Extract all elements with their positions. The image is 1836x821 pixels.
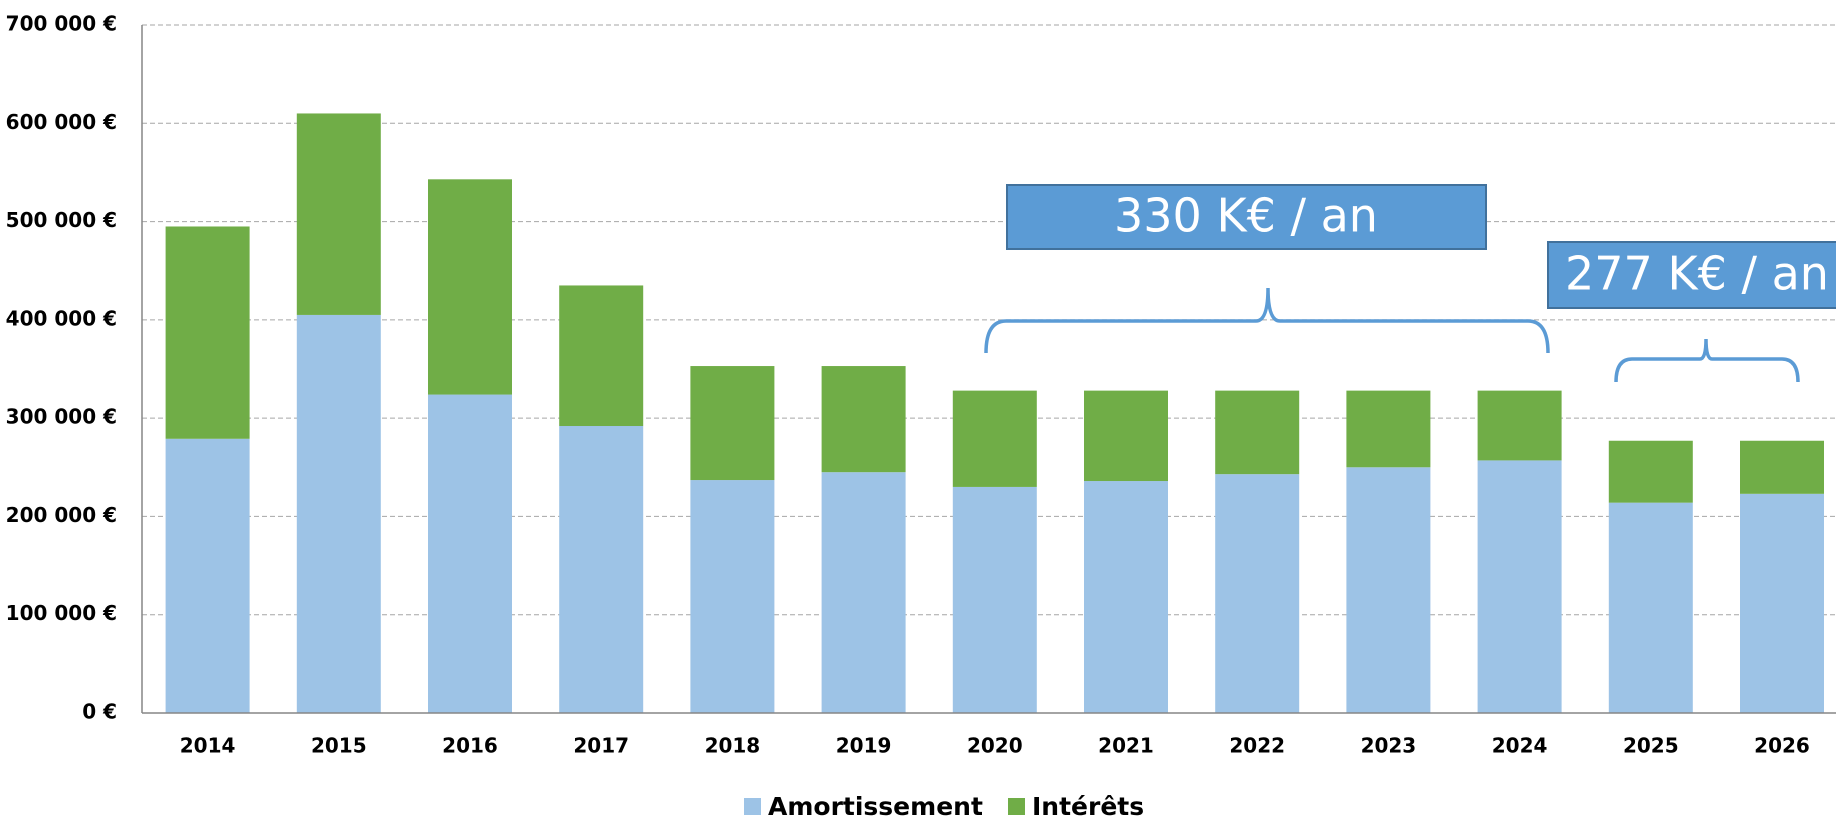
annotation-1: 330 K€ / an xyxy=(984,184,1550,354)
x-tick-label: 2014 xyxy=(180,734,236,758)
y-tick-label: 200 000 € xyxy=(6,503,117,527)
annotation-text: 277 K€ / an xyxy=(1565,247,1829,301)
y-tick-label: 600 000 € xyxy=(6,110,117,134)
bar-segment xyxy=(165,438,250,713)
brace xyxy=(984,287,1550,354)
brace xyxy=(1614,338,1800,383)
x-tick-label: 2024 xyxy=(1492,734,1548,758)
bar-segment xyxy=(559,285,644,427)
bar-segment xyxy=(1346,467,1431,713)
x-tick-label: 2021 xyxy=(1098,734,1154,758)
bar-segment xyxy=(1608,440,1693,503)
y-tick-label: 300 000 € xyxy=(6,405,117,429)
bar-segment xyxy=(1084,481,1168,713)
annotation-box xyxy=(1547,241,1836,309)
bar-segment xyxy=(821,366,906,473)
y-tick-label: 700 000 € xyxy=(6,12,117,36)
bar-segment xyxy=(1477,460,1562,713)
bar-segment xyxy=(1084,390,1168,482)
x-tick-label: 2020 xyxy=(967,734,1023,758)
bar-segment xyxy=(1740,493,1824,713)
bar-segment xyxy=(1346,390,1431,468)
x-tick-label: 2019 xyxy=(836,734,892,758)
x-tick-label: 2025 xyxy=(1623,734,1679,758)
x-tick-label: 2023 xyxy=(1361,734,1417,758)
bar-segment xyxy=(1215,390,1300,475)
x-tick-label: 2026 xyxy=(1754,734,1810,758)
annotation-text: 330 K€ / an xyxy=(1114,189,1378,243)
x-tick-label: 2022 xyxy=(1229,734,1285,758)
y-tick-label: 0 € xyxy=(82,700,117,724)
bar-segment xyxy=(296,314,381,713)
bar-segment xyxy=(821,472,906,713)
bar-segment xyxy=(559,426,644,713)
bar-segment xyxy=(690,366,775,481)
bar-segment xyxy=(952,390,1037,487)
bar-segment xyxy=(428,394,512,713)
bar-segment xyxy=(1608,502,1693,713)
annotation-box xyxy=(1006,184,1487,250)
legend-swatch xyxy=(1008,798,1025,815)
bar-segment xyxy=(165,226,250,439)
legend-swatch xyxy=(744,798,761,815)
x-tick-label: 2017 xyxy=(573,734,629,758)
bar-segment xyxy=(952,486,1037,713)
x-tick-label: 2018 xyxy=(705,734,761,758)
legend-label: Amortissement xyxy=(768,792,983,821)
y-tick-label: 500 000 € xyxy=(6,208,117,232)
bar-segment xyxy=(1477,390,1562,461)
x-tick-label: 2015 xyxy=(311,734,367,758)
bar-segment xyxy=(296,113,381,315)
y-tick-label: 100 000 € xyxy=(6,601,117,625)
y-tick-label: 400 000 € xyxy=(6,306,117,330)
bar-segment xyxy=(428,179,512,395)
bar-segment xyxy=(690,480,775,713)
annotation-2: 277 K€ / an xyxy=(1547,241,1836,383)
bars xyxy=(142,24,1836,713)
bar-segment xyxy=(1215,474,1300,713)
x-tick-label: 2016 xyxy=(442,734,498,758)
bar-segment xyxy=(1740,440,1824,494)
legend-label: Intérêts xyxy=(1032,792,1144,821)
